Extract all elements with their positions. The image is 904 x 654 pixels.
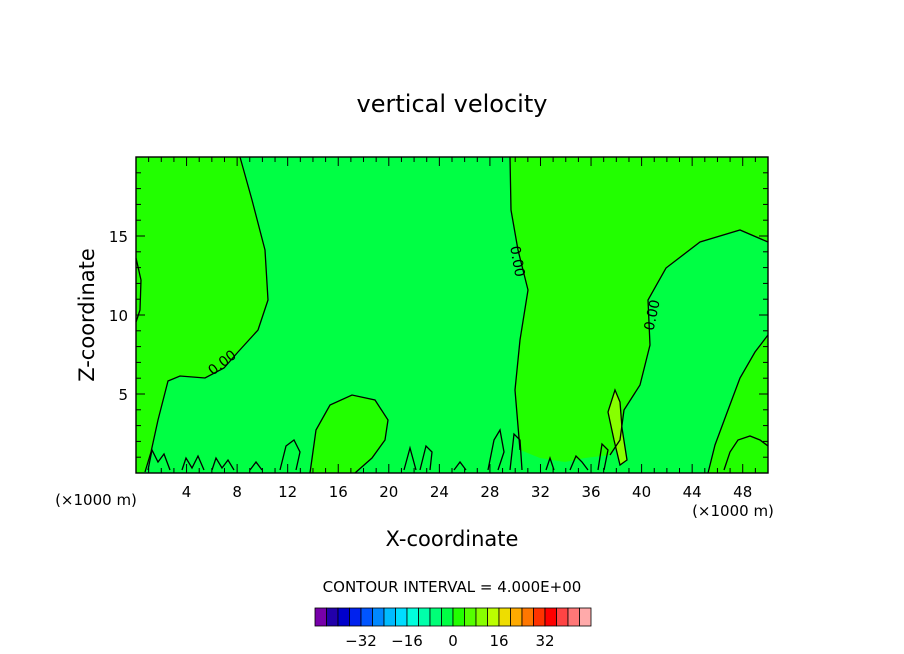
colorbar-swatch: [579, 607, 592, 627]
x-tick-label: 12: [278, 483, 297, 501]
contour-line-middle: [509, 156, 529, 451]
colorbar-swatch: [510, 607, 523, 627]
colorbar-swatch: [383, 607, 396, 627]
x-tick-label: 20: [379, 483, 398, 501]
x-tick-label: 44: [683, 483, 702, 501]
colorbar-swatch: [464, 607, 477, 627]
contour-label: 0.00: [506, 245, 527, 278]
x-tick-label: 40: [632, 483, 651, 501]
positive-region-lower-right: [708, 335, 768, 473]
contour-interval-label: CONTOUR INTERVAL = 4.000E+00: [323, 578, 582, 596]
colorbar-swatch: [418, 607, 431, 627]
y-tick-label: 15: [109, 228, 128, 246]
x-tick-label: 48: [733, 483, 752, 501]
colorbar-swatch: [314, 607, 327, 627]
contour-line-updraft: [607, 388, 628, 467]
x-tick-label: 8: [232, 483, 242, 501]
colorbar-swatch: [441, 607, 454, 627]
colorbar-swatch: [498, 607, 511, 627]
contour-noise-surface: [147, 428, 769, 471]
colorbar-tick-label: 16: [489, 632, 508, 650]
x-tick-label: 28: [480, 483, 499, 501]
colorbar-swatch: [544, 607, 557, 627]
contour-line-lower-right: [707, 334, 769, 474]
colorbar-swatch: [360, 607, 373, 627]
x-axis-label: X-coordinate: [386, 527, 519, 551]
contour-line-bottom: [309, 394, 389, 474]
positive-region-middle: [510, 157, 768, 462]
strong-updraft-cell: [608, 390, 627, 465]
x-tick-label: 16: [329, 483, 348, 501]
plot-area: 0.000.000.00: [135, 156, 769, 474]
positive-region-bottom: [310, 395, 388, 473]
colorbar-tick-label: −32: [345, 632, 377, 650]
colorbar-swatch: [372, 607, 385, 627]
y-tick-label: 10: [109, 307, 128, 325]
colorbar-tick-label: 0: [448, 632, 458, 650]
colorbar-swatch: [406, 607, 419, 627]
colorbar-swatch: [429, 607, 442, 627]
contour-lines: [135, 156, 769, 474]
colorbar-swatch: [349, 607, 362, 627]
x-unit-label-right: (×1000 m): [692, 502, 774, 520]
colorbar-swatch: [567, 607, 580, 627]
x-tick-label: 24: [430, 483, 449, 501]
x-tick-labels: 4 8 12 16 20 24 28 32 36 40 44 48: [182, 483, 752, 501]
y-tick-label: 5: [118, 386, 128, 404]
colorbar-tick-labels: −32 −16 0 16 32: [345, 632, 554, 650]
contour-line-left-edge: [135, 257, 142, 323]
colorbar-swatch: [337, 607, 350, 627]
colorbar-swatch: [556, 607, 569, 627]
colorbar-swatch: [395, 607, 408, 627]
contour-label: 0.00: [642, 298, 664, 332]
y-axis-label: Z-coordinate: [75, 248, 99, 382]
colorbar-tick-label: 32: [535, 632, 554, 650]
colorbar-swatch: [521, 607, 534, 627]
contour-line-left: [144, 156, 269, 473]
x-tick-label: 36: [581, 483, 600, 501]
axis-ticks: [136, 157, 768, 473]
x-tick-label: 32: [531, 483, 550, 501]
colorbar-swatch: [533, 607, 546, 627]
colorbar-swatch: [452, 607, 465, 627]
x-tick-label: 4: [182, 483, 192, 501]
x-unit-label-left: (×1000 m): [55, 491, 137, 509]
colorbar-swatch: [475, 607, 488, 627]
colorbar-tick-label: −16: [391, 632, 423, 650]
colorbar-swatch: [326, 607, 339, 627]
positive-region-left: [136, 157, 268, 473]
chart-title: vertical velocity: [357, 90, 548, 118]
y-tick-labels: 5 10 15: [109, 228, 128, 404]
colorbar-swatch: [487, 607, 500, 627]
colorbar: [314, 607, 592, 627]
